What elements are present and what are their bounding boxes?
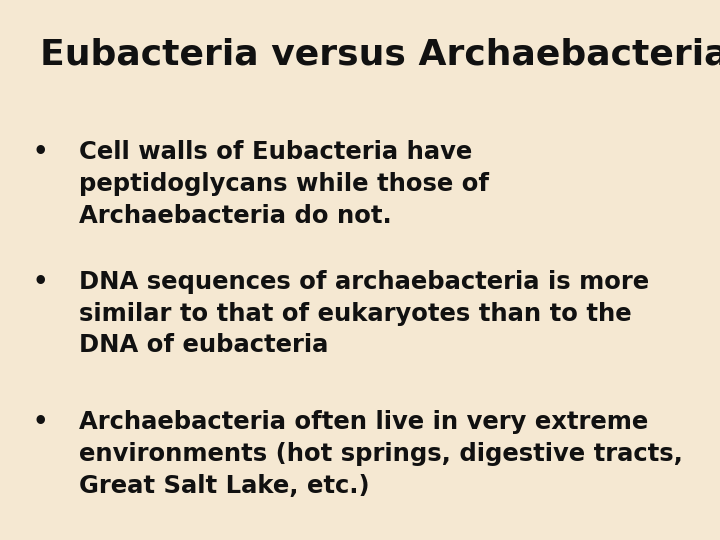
Text: •: •	[32, 410, 48, 434]
Text: Cell walls of Eubacteria have
peptidoglycans while those of
Archaebacteria do no: Cell walls of Eubacteria have peptidogly…	[79, 140, 489, 227]
Text: Eubacteria versus Archaebacteria: Eubacteria versus Archaebacteria	[40, 38, 720, 72]
Text: Archaebacteria often live in very extreme
environments (hot springs, digestive t: Archaebacteria often live in very extrem…	[79, 410, 683, 497]
Text: •: •	[32, 140, 48, 164]
Text: •: •	[32, 270, 48, 294]
Text: DNA sequences of archaebacteria is more
similar to that of eukaryotes than to th: DNA sequences of archaebacteria is more …	[79, 270, 649, 357]
